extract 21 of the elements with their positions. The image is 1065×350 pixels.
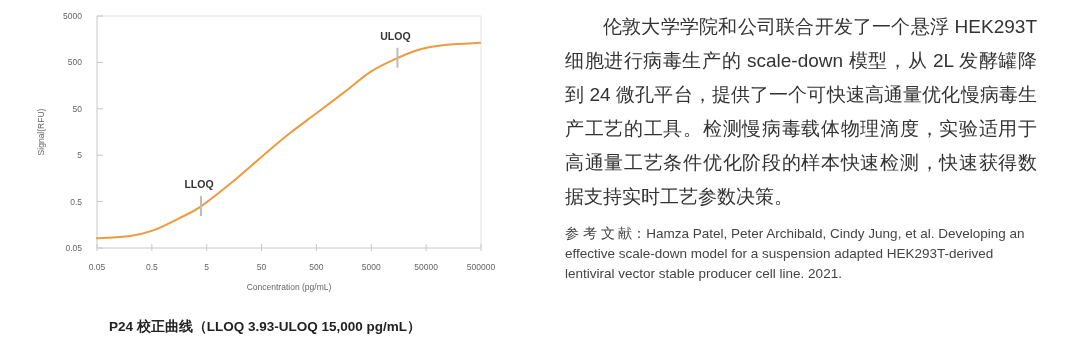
y-axis-title: Signal(RFU) (36, 108, 46, 156)
text: 参 考 文 献：Hamza Patel, Peter Archibald, Cindy Jung, et al. Developing an effective scale-down model for a suspension adapted HEK293T-derived lentiviral vector stable producer cell line. 2021. (565, 225, 1026, 283)
x-tick-label: 500000 (466, 262, 496, 272)
y-tick-label: 0.5 (70, 196, 83, 207)
x-tick-label: 500 (309, 262, 324, 272)
x-tick-label: 0.05 (88, 262, 106, 272)
x-tick-label: 5 (204, 262, 210, 272)
text: 伦敦大学学院和公司联合开发了一个悬浮 HEK293T 细胞进行病毒生产的 scale-down 模型，从 2L 发酵罐降到 24 微孔平台，提供了一个可快速高通量优化慢病毒生产工艺的工具。检测慢病毒载体物理滴度，实验适用于高通量工艺条件优化阶段的样本快速检测，快速获得数据支持实时工艺参数决策。 (565, 15, 1037, 209)
x-axis-title: Concentration (pg/mL) (246, 282, 332, 292)
annotation: LLOQ (184, 178, 214, 191)
x-tick-label: 50 (256, 262, 267, 272)
text: P24 校正曲线（LLOQ 3.93-ULOQ 15,000 pg/mL） (108, 319, 422, 334)
y-tick-label: 0.05 (65, 243, 83, 253)
y-tick-label: 5000 (63, 11, 83, 21)
x-tick-label: 5000 (361, 262, 382, 272)
x-tick-label: 50000 (414, 262, 439, 272)
x-tick-label: 0.5 (145, 262, 159, 272)
y-tick-label: 50 (72, 103, 83, 114)
y-tick-label: 500 (67, 57, 83, 68)
annotation: ULOQ (380, 29, 411, 42)
y-tick-label: 5 (77, 150, 83, 161)
